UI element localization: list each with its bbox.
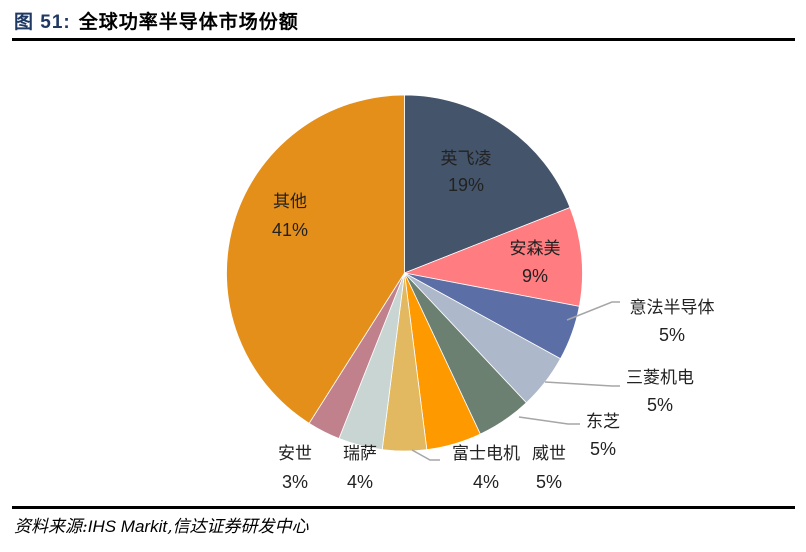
label-toshiba: 东芝 xyxy=(586,412,620,432)
leader-lines xyxy=(411,301,620,461)
pie-slice xyxy=(226,94,405,424)
source-en: IHS Markit xyxy=(87,517,168,536)
leader-line-toshiba xyxy=(518,416,580,425)
label-renesas: 瑞萨 xyxy=(343,444,377,464)
pct-infineon: 19% xyxy=(448,175,484,195)
figure-number: 图 51: xyxy=(14,11,71,33)
label-infineon: 英飞凌 xyxy=(441,149,492,169)
pie-slice xyxy=(403,206,583,307)
label-vishay: 威世 xyxy=(532,444,566,464)
header-rule xyxy=(12,38,795,41)
label-fuji: 富士电机 xyxy=(452,444,520,464)
leader-line-mitsubishi xyxy=(544,381,620,387)
source-suffix: ,信达证券研发中心 xyxy=(167,517,309,537)
pie-slices xyxy=(226,94,583,452)
pct-toshiba: 5% xyxy=(590,439,616,459)
pct-mitsubishi: 5% xyxy=(647,395,673,415)
label-st: 意法半导体 xyxy=(630,298,715,318)
leader-line-fuji xyxy=(411,449,440,461)
source-note: 资料来源:IHS Markit,信达证券研发中心 xyxy=(14,512,308,537)
label-others: 其他 xyxy=(273,192,307,212)
pct-nexperia: 3% xyxy=(282,472,308,492)
pct-others: 41% xyxy=(272,220,308,240)
footer-rule xyxy=(12,506,795,509)
figure-title: 图 51: 全球功率半导体市场份额 xyxy=(14,6,299,34)
pct-vishay: 5% xyxy=(536,472,562,492)
label-nexperia: 安世 xyxy=(278,444,312,464)
pct-renesas: 4% xyxy=(347,472,373,492)
label-onsemi: 安森美 xyxy=(510,239,561,259)
pie-slice xyxy=(404,94,571,274)
leader-line-st xyxy=(566,301,620,321)
figure-title-text: 全球功率半导体市场份额 xyxy=(78,10,299,33)
label-mitsubishi: 三菱机电 xyxy=(626,368,694,388)
pct-onsemi: 9% xyxy=(522,266,548,286)
pct-fuji: 4% xyxy=(473,472,499,492)
pct-st: 5% xyxy=(659,325,685,345)
source-prefix: 资料来源: xyxy=(14,517,88,537)
